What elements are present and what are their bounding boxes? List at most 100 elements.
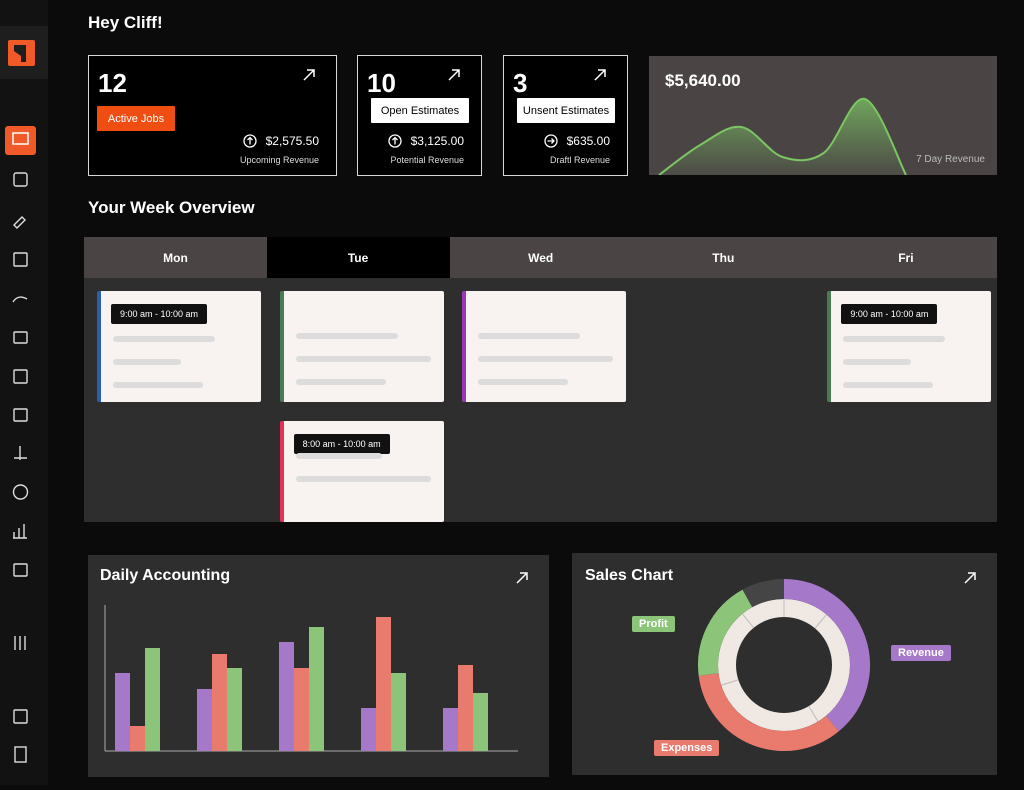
- nav-finance[interactable]: [12, 484, 29, 500]
- sidebar-icons: [0, 26, 48, 763]
- placeholder-line: [843, 359, 912, 365]
- placeholder-line: [478, 379, 569, 385]
- stat-button[interactable]: Open Estimates: [371, 98, 469, 123]
- sidebar: [0, 0, 48, 785]
- bar: [294, 668, 309, 751]
- stat-amount: $3,125.00: [410, 134, 464, 148]
- nav-messages[interactable]: [13, 331, 28, 344]
- nav-reports[interactable]: [13, 524, 27, 539]
- amount-icon: [543, 134, 558, 148]
- nav-calendar[interactable]: [13, 252, 28, 267]
- bar: [376, 617, 391, 751]
- event-card[interactable]: 8:00 am - 10:00 am: [279, 421, 444, 522]
- stat-caption: Draftl Revenue: [549, 155, 610, 165]
- nav-contacts[interactable]: [13, 408, 28, 422]
- revenue-card[interactable]: $5,640.00 7 Day Revenue: [649, 56, 997, 175]
- revenue-line: [658, 97, 907, 175]
- ring-divider: [808, 705, 819, 722]
- ring-divider: [721, 679, 739, 686]
- stat-card[interactable]: 12 Active Jobs $2,575.50 Upcoming Revenue: [88, 55, 337, 176]
- day-header: Mon: [163, 250, 188, 265]
- event-card[interactable]: [462, 291, 627, 402]
- day-header: Thu: [712, 250, 735, 265]
- expand-icon[interactable]: [447, 68, 461, 82]
- amount-icon: [242, 134, 257, 148]
- nav-paint[interactable]: [13, 172, 28, 187]
- nav-table[interactable]: [13, 563, 28, 577]
- expand-icon[interactable]: [593, 68, 607, 82]
- placeholder-line: [295, 379, 386, 385]
- nav-legal[interactable]: [14, 446, 27, 460]
- stat-count: 10: [367, 68, 396, 98]
- event-time: 8:00 am - 10:00 am: [293, 434, 390, 454]
- bar-chart: [104, 605, 518, 752]
- legend-label: Revenue: [891, 645, 951, 661]
- nav-settings[interactable]: [14, 636, 26, 650]
- expand-icon[interactable]: [515, 571, 529, 585]
- nav-icon: [12, 132, 29, 145]
- bar: [130, 726, 145, 751]
- stat-button[interactable]: Active Jobs: [97, 106, 175, 131]
- stat-card[interactable]: 10 Open Estimates $3,125.00 Potential Reven…: [357, 55, 482, 176]
- logo-glyph: [14, 45, 26, 62]
- placeholder-line: [113, 336, 215, 342]
- stat-caption: Upcoming Revenue: [239, 155, 319, 165]
- stat-amount-row: $635.00: [543, 134, 610, 148]
- placeholder-line: [113, 359, 181, 365]
- bar: [197, 689, 212, 751]
- expand-icon[interactable]: [963, 571, 977, 585]
- placeholder-line: [843, 382, 934, 388]
- stat-count: 3: [513, 68, 528, 98]
- nav-profile[interactable]: [13, 709, 28, 724]
- revenue-area: [659, 98, 906, 175]
- event-time: 9:00 am - 10:00 am: [111, 304, 208, 324]
- stat-amount-row: $2,575.50: [242, 134, 319, 148]
- donut-segment: [698, 672, 839, 751]
- stat-amount-row: $3,125.00: [387, 134, 464, 148]
- bar: [279, 642, 294, 751]
- stat-button[interactable]: Unsent Estimates: [517, 98, 615, 123]
- stat-amount: $2,575.50: [265, 134, 319, 148]
- bar: [309, 627, 324, 751]
- stat-count: 12: [98, 68, 127, 98]
- revenue-caption: 7 Day Revenue: [916, 154, 985, 165]
- nav-logout[interactable]: [14, 746, 27, 763]
- amount-icon: [387, 134, 402, 148]
- nav-hand[interactable]: [12, 296, 28, 303]
- revenue-amount: $5,640.00: [665, 71, 741, 90]
- event-card[interactable]: 9:00 am - 10:00 am: [827, 291, 992, 402]
- nav-dashboard[interactable]: [5, 126, 36, 155]
- nav-hammer[interactable]: [13, 216, 26, 229]
- nav-books[interactable]: [13, 369, 28, 384]
- bar: [115, 673, 130, 751]
- event-card[interactable]: [279, 291, 444, 402]
- legend-label: Expenses: [654, 740, 720, 756]
- daily-accounting-title: Daily Accounting: [100, 567, 231, 584]
- bar: [473, 693, 488, 751]
- day-header: Fri: [898, 250, 914, 265]
- legend-label: Profit: [632, 616, 675, 632]
- stat-card[interactable]: 3 Unsent Estimates $635.00 Draftl Revenue: [503, 55, 628, 176]
- placeholder-line: [295, 356, 431, 362]
- donut-segment: [698, 589, 753, 676]
- daily-accounting-panel: Daily Accounting: [88, 555, 549, 777]
- placeholder-line: [295, 333, 398, 339]
- inner-ring: [718, 599, 850, 731]
- week-header: [84, 237, 997, 278]
- bar: [145, 648, 160, 751]
- ring-divider: [814, 614, 827, 629]
- expand-icon[interactable]: [302, 68, 316, 82]
- event-card[interactable]: 9:00 am - 10:00 am: [97, 291, 261, 402]
- bar: [361, 708, 376, 751]
- bar: [227, 668, 242, 751]
- placeholder-line: [478, 356, 614, 362]
- week-title: Your Week Overview: [88, 198, 255, 217]
- stat-caption: Potential Revenue: [390, 155, 464, 165]
- bar: [458, 665, 473, 751]
- sales-chart-panel: Sales Chart Revenue Expenses Profit: [572, 553, 997, 775]
- bar: [391, 673, 406, 751]
- stat-amount: $635.00: [566, 134, 610, 148]
- ring-divider: [741, 613, 755, 629]
- placeholder-line: [843, 336, 946, 342]
